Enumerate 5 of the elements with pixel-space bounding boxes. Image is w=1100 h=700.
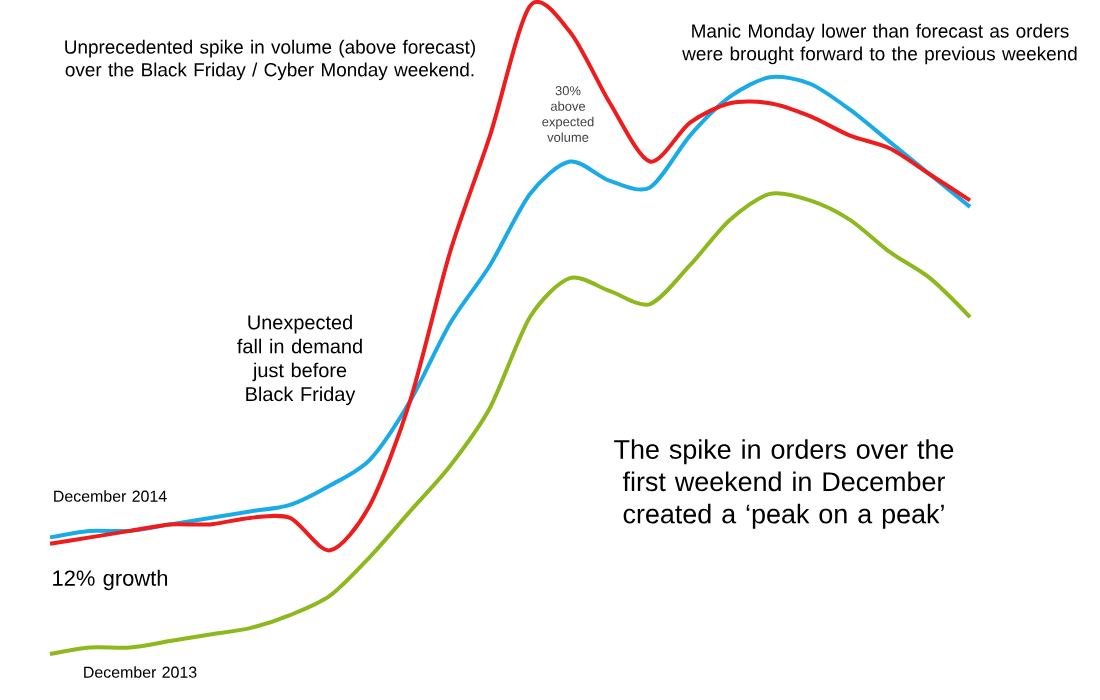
annotation: Unexpected fall in demand just before Black Friday: [237, 314, 362, 406]
annotation: Manic Monday lower than forecast as orders were brought forward to the previous weekend: [682, 23, 1077, 65]
annotation: 12% growth: [53, 569, 168, 591]
annotation: The spike in orders over the first weekend in December created a ‘peak on a peak’: [614, 439, 954, 529]
annotation: Unprecedented spike in volume (above forecast) over the Black Friday / Cyber Monday weekend.: [65, 39, 475, 81]
